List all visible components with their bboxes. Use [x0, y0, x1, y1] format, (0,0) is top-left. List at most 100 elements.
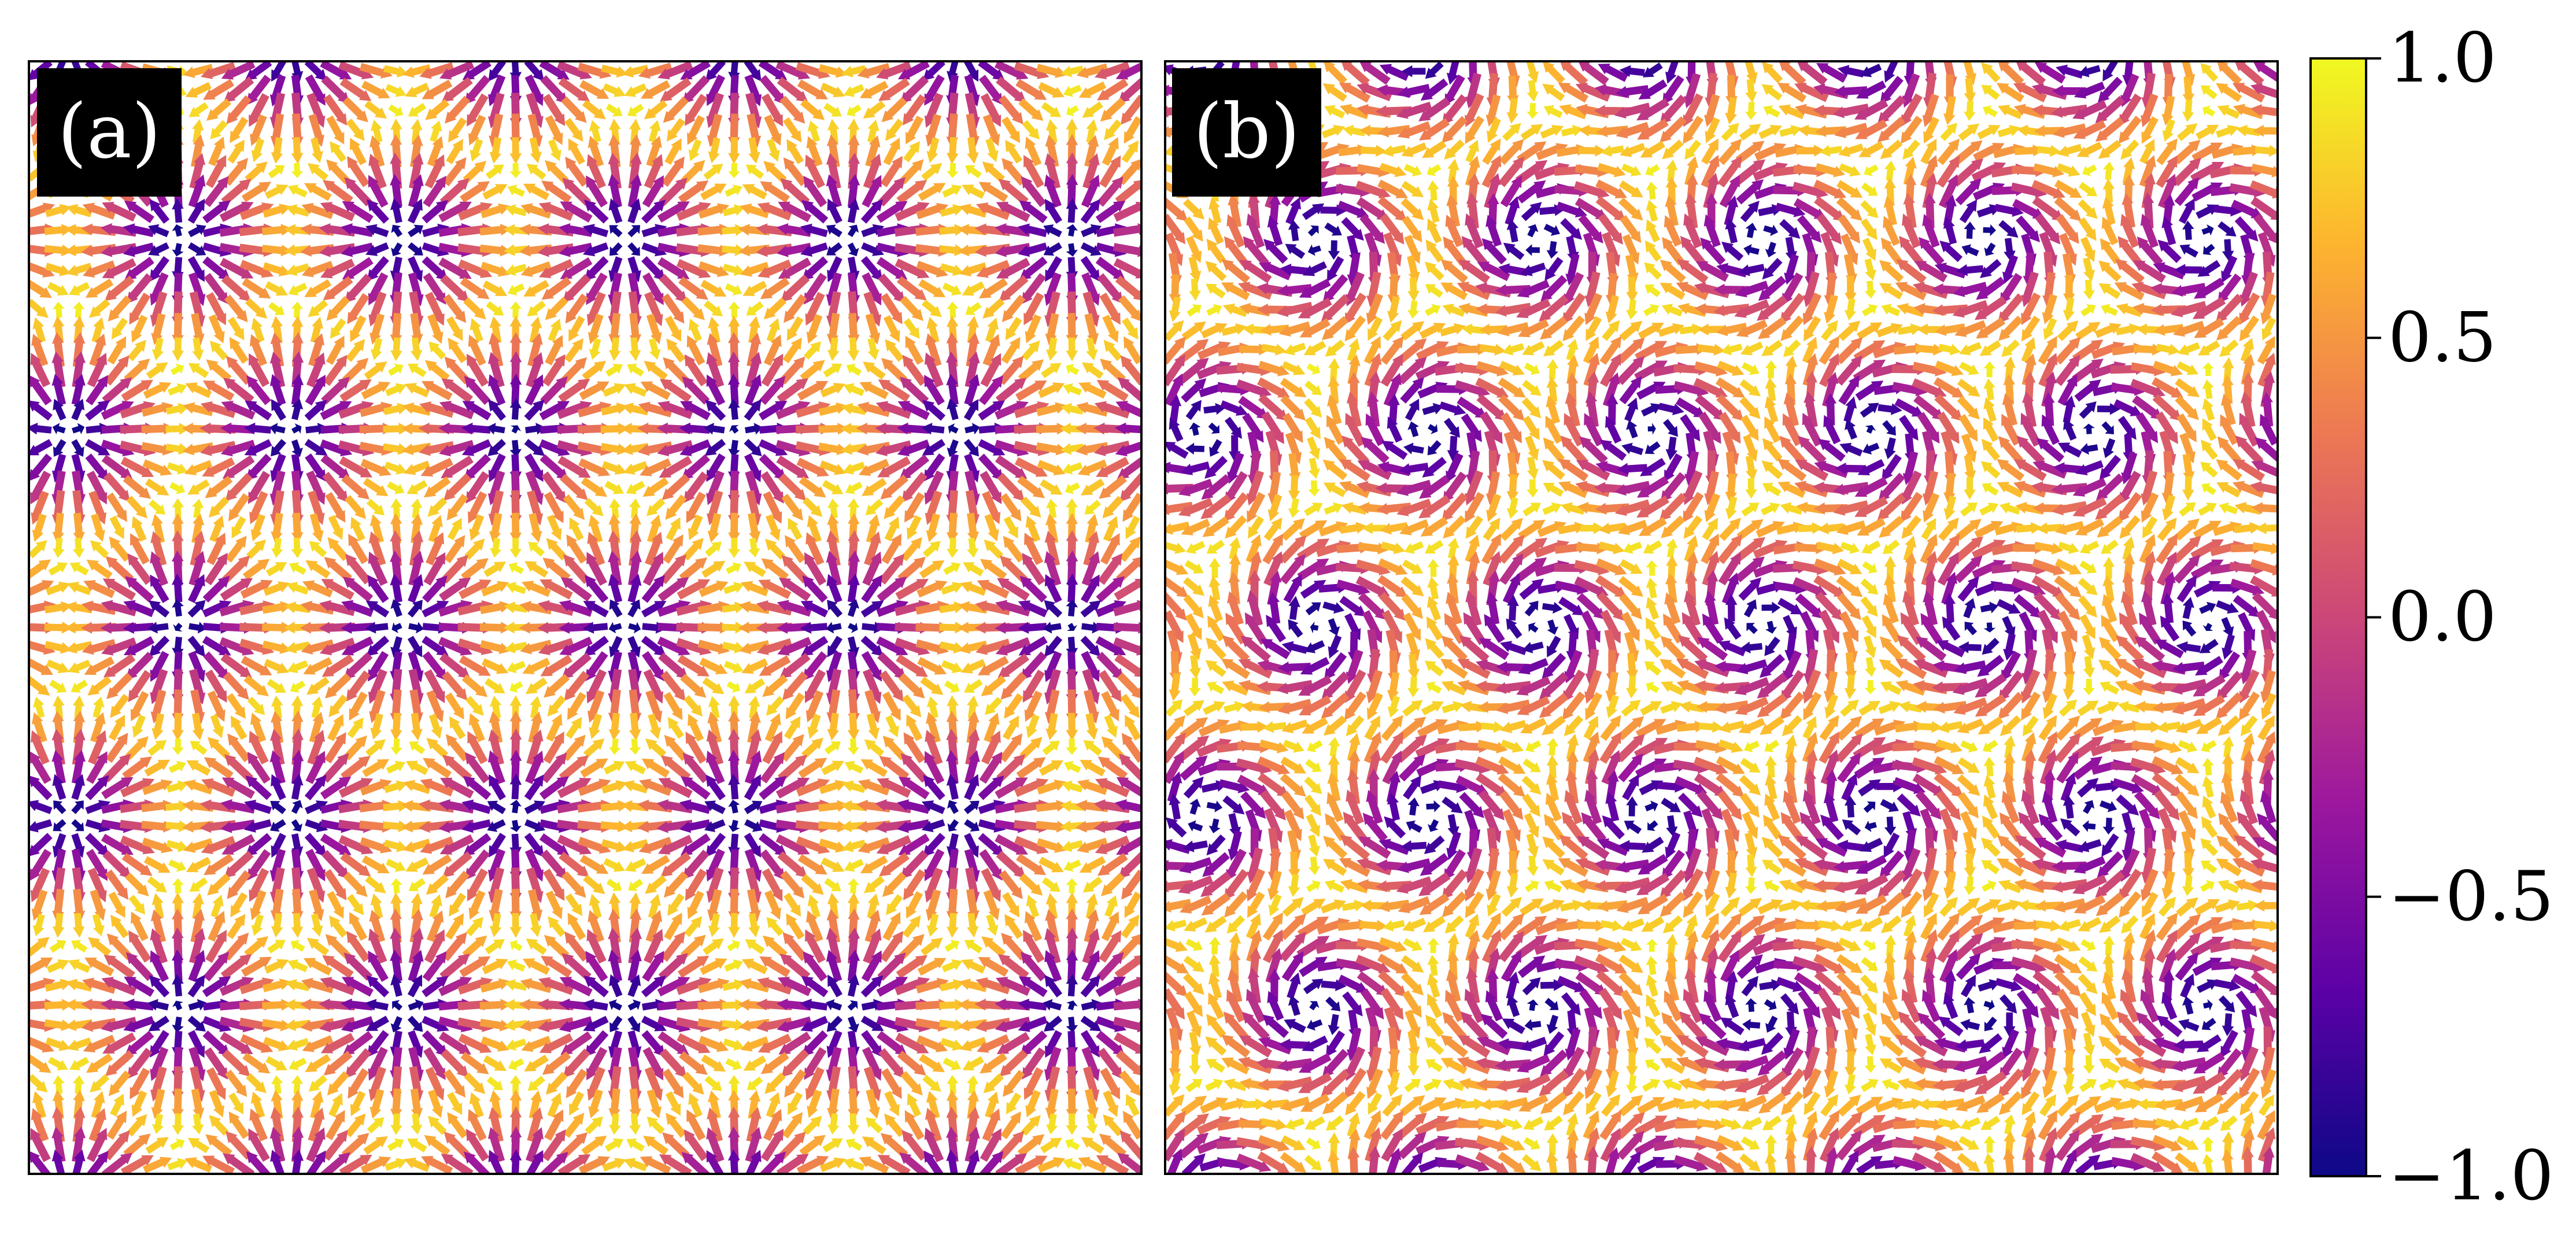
arrow: [1683, 93, 1703, 127]
arrow: [509, 1126, 522, 1162]
arrow: [151, 713, 165, 740]
arrow: [190, 741, 208, 755]
arrow: [827, 712, 840, 741]
arrow: [1495, 681, 1532, 694]
arrow: [1066, 738, 1078, 755]
arrow: [541, 471, 567, 504]
arrow: [1753, 162, 1788, 182]
arrow: [627, 574, 642, 603]
arrow: [964, 1149, 980, 1174]
arrow: [2133, 260, 2166, 283]
arrow: [1783, 339, 1801, 357]
arrow: [263, 204, 291, 218]
arrow: [627, 363, 644, 377]
arrow: [1662, 139, 1684, 160]
arrow: [1920, 138, 1937, 165]
arrow: [1465, 590, 1482, 626]
arrow: [584, 256, 609, 281]
arrow: [368, 1047, 388, 1081]
arrow: [861, 651, 882, 682]
arrow: [142, 459, 172, 476]
arrow: [509, 398, 522, 420]
arrow: [996, 201, 1030, 222]
arrow: [150, 574, 169, 603]
arrow: [608, 950, 623, 982]
arrow: [1418, 494, 1451, 519]
arrow: [897, 799, 930, 814]
arrow: [1520, 263, 1546, 276]
arrow: [150, 531, 167, 566]
arrow: [408, 198, 423, 224]
arrow: [29, 775, 53, 800]
arrow: [1739, 396, 1761, 419]
arrow: [205, 1134, 232, 1157]
arrow: [469, 514, 485, 541]
arrow: [291, 749, 304, 784]
arrow: [344, 274, 372, 304]
arrow: [1101, 911, 1119, 941]
arrow: [527, 113, 543, 147]
arrow: [219, 600, 255, 617]
arrow: [807, 515, 822, 543]
arrow: [363, 478, 389, 497]
arrow: [2233, 144, 2263, 157]
arrow: [642, 272, 664, 305]
arrow: [1878, 472, 1905, 502]
arrow: [741, 658, 768, 674]
arrow: [582, 622, 608, 634]
arrow: [1980, 601, 1998, 614]
arrow: [1044, 600, 1063, 618]
arrow: [1165, 558, 1189, 575]
arrow: [538, 638, 574, 656]
arrow: [321, 376, 350, 405]
arrow: [1045, 513, 1059, 544]
arrow: [243, 422, 272, 435]
arrow: [1819, 353, 1839, 387]
arrow: [759, 799, 788, 814]
arrow: [728, 819, 740, 832]
arrow: [603, 83, 626, 97]
arrow: [1263, 239, 1288, 264]
arrow: [1064, 760, 1081, 773]
arrow: [1798, 435, 1827, 464]
arrow: [1078, 1157, 1107, 1173]
arrow: [2179, 502, 2196, 517]
arrow: [204, 552, 228, 586]
arrow: [328, 694, 348, 718]
arrow: [1343, 124, 1366, 137]
arrow: [1543, 482, 1564, 497]
arrow: [1864, 635, 1877, 659]
arrow: [1165, 320, 1184, 341]
arrow: [2173, 320, 2205, 337]
arrow: [319, 637, 356, 656]
arrow: [1754, 143, 1787, 161]
arrow: [1977, 125, 2001, 140]
arrow: [1005, 139, 1023, 164]
arrow: [307, 729, 326, 765]
arrow: [1306, 436, 1321, 460]
arrow: [739, 640, 770, 655]
arrow: [2057, 610, 2078, 643]
arrow: [143, 382, 172, 399]
arrow: [648, 120, 661, 143]
arrow: [123, 600, 155, 618]
arrow: [438, 1031, 471, 1055]
arrow: [386, 760, 406, 774]
arrow: [320, 401, 352, 420]
arrow: [661, 156, 685, 187]
arrow: [267, 678, 286, 693]
arrow: [1446, 194, 1461, 227]
arrow: [800, 600, 829, 618]
arrow: [2037, 145, 2061, 157]
arrow: [1036, 821, 1068, 833]
arrow: [978, 800, 1006, 814]
arrow: [539, 439, 570, 456]
arrow: [410, 498, 423, 519]
arrow: [239, 638, 275, 655]
arrow: [539, 454, 569, 481]
arrow: [505, 582, 527, 594]
arrow: [1045, 119, 1058, 143]
arrow: [1558, 459, 1589, 482]
arrow: [2072, 339, 2104, 363]
arrow: [940, 204, 965, 217]
